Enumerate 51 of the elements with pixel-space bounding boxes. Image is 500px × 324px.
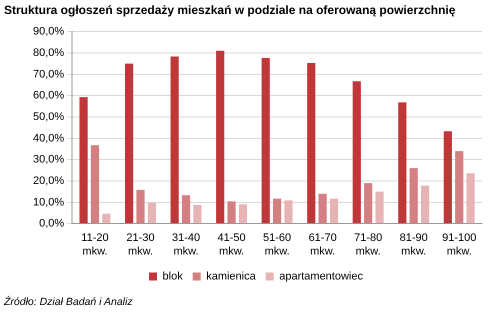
x-tick-label: 51-60 mkw. xyxy=(263,232,292,258)
bar xyxy=(318,194,327,224)
y-tick-label: 0,0% xyxy=(39,218,64,230)
bar xyxy=(102,214,110,224)
x-tick-label: 21-30 mkw. xyxy=(126,232,155,258)
bar xyxy=(262,58,270,224)
y-tick-label: 90,0% xyxy=(32,26,64,38)
bar xyxy=(79,97,88,224)
text: Źródło: Dział Badań i Analiz xyxy=(4,296,133,308)
bar xyxy=(182,195,190,224)
bar xyxy=(216,50,224,224)
bar xyxy=(170,56,179,224)
bar xyxy=(90,145,100,224)
bar xyxy=(136,190,145,224)
y-tick-label: 80,0% xyxy=(32,46,64,59)
bar xyxy=(148,202,156,224)
bar xyxy=(307,62,316,224)
y-tick-label: 50,0% xyxy=(32,110,64,123)
legend-label: kamienica xyxy=(206,270,257,283)
bar xyxy=(284,200,293,224)
x-tick-label: 91-100 mkw. xyxy=(442,232,476,258)
x-tick-label: 31-40 mkw. xyxy=(172,232,200,258)
bar xyxy=(398,102,406,224)
bar xyxy=(364,183,372,224)
bar xyxy=(444,131,452,224)
legend-label: blok xyxy=(162,270,184,283)
x-tick-label: 41-50 mkw. xyxy=(217,232,246,258)
y-tick-label: 20,0% xyxy=(32,174,64,187)
legend-label: apartamentowiec xyxy=(279,270,364,283)
bar xyxy=(125,64,134,224)
bar xyxy=(272,198,282,224)
y-tick-label: 40,0% xyxy=(32,132,64,144)
x-tick-label: 81-90 mkw. xyxy=(400,232,428,258)
bar xyxy=(238,204,248,224)
bar xyxy=(352,81,361,224)
bar xyxy=(227,201,236,224)
bar xyxy=(193,205,202,224)
x-tick-label: 11-20 mkw. xyxy=(81,232,109,258)
y-tick-label: 70,0% xyxy=(32,68,64,80)
y-tick-label: 10,0% xyxy=(32,196,64,208)
x-tick-label: 71-80 mkw. xyxy=(354,232,382,258)
bar xyxy=(375,192,384,224)
bar xyxy=(420,186,430,224)
bar xyxy=(455,151,464,224)
bar xyxy=(330,198,338,224)
y-tick-label: 30,0% xyxy=(32,154,64,166)
bar xyxy=(466,173,475,224)
chart-title: Struktura ogłoszeń sprzedaży mieszkań w podziale na oferowaną powierzchnię xyxy=(4,3,456,17)
y-tick-label: 60,0% xyxy=(32,90,64,102)
x-tick-label: 61-70 mkw. xyxy=(308,232,337,258)
bar xyxy=(410,168,418,224)
